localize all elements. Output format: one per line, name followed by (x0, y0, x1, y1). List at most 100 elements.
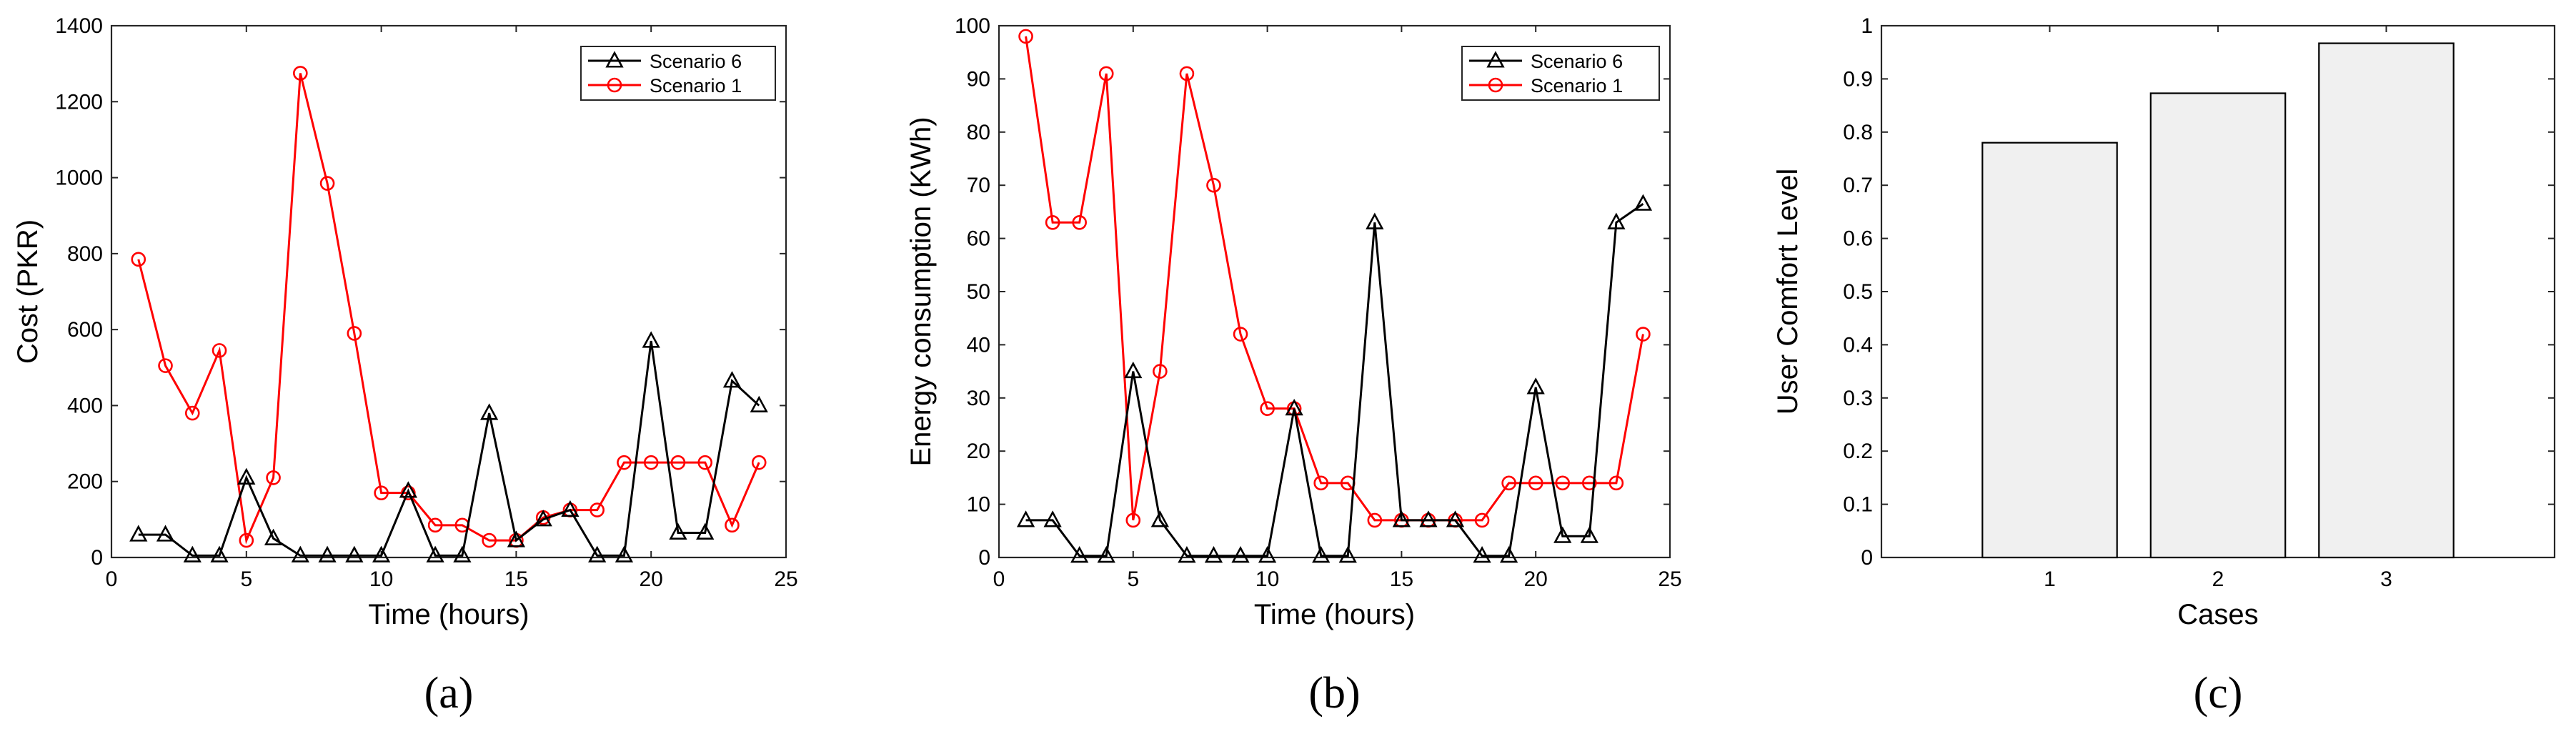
x-axis-label: Time (hours) (1254, 599, 1415, 630)
data-point (1553, 526, 1572, 543)
data-point (1260, 401, 1275, 416)
x-tick-label: 5 (1127, 567, 1139, 591)
y-tick-label: 0.1 (1843, 493, 1873, 517)
data-point (183, 545, 202, 562)
data-point (184, 405, 200, 421)
x-tick-label: 0 (993, 567, 1005, 591)
data-point (588, 545, 607, 562)
data-point (399, 481, 417, 498)
x-tick-label: 25 (1658, 567, 1681, 591)
y-tick-label: 0.6 (1843, 227, 1873, 251)
x-tick-label: 5 (240, 567, 252, 591)
data-point (1338, 546, 1357, 563)
legend-label: Scenario 1 (1531, 75, 1623, 96)
y-tick-label: 0 (978, 546, 990, 570)
data-point (1633, 194, 1653, 211)
y-tick-label: 1400 (55, 14, 103, 38)
panel-caption: (a) (424, 669, 474, 718)
y-tick-label: 100 (955, 14, 990, 38)
data-point (1045, 214, 1060, 230)
data-point (1178, 546, 1196, 563)
data-point (1153, 364, 1168, 379)
panel-caption: (c) (2194, 669, 2243, 718)
y-tick-label: 400 (67, 394, 103, 417)
data-point (1555, 475, 1571, 491)
data-point (1098, 66, 1114, 81)
y-tick-label: 600 (67, 318, 103, 342)
data-point (590, 502, 605, 517)
data-point (1150, 510, 1169, 527)
x-tick-label: 20 (640, 567, 663, 591)
data-point (1419, 510, 1438, 527)
data-point (1125, 512, 1141, 528)
data-point (507, 530, 526, 547)
y-tick-label: 0.9 (1843, 67, 1873, 91)
data-point (751, 455, 767, 470)
plot-area (110, 24, 787, 559)
data-point (319, 176, 335, 191)
data-point (237, 467, 256, 485)
data-point (1097, 546, 1115, 563)
data-point (1366, 212, 1384, 229)
data-point (158, 358, 173, 373)
data-point (1582, 475, 1597, 491)
data-point (480, 403, 499, 420)
y-tick-label: 0 (91, 546, 103, 570)
data-point (1204, 546, 1223, 563)
data-point (266, 470, 281, 485)
data-point (1043, 510, 1062, 527)
data-point (318, 545, 337, 562)
legend-marker (1486, 51, 1505, 68)
data-point (1072, 214, 1087, 230)
data-point (1285, 398, 1303, 416)
data-point (615, 545, 634, 562)
y-tick-label: 30 (967, 387, 990, 410)
data-point (1446, 510, 1465, 527)
y-tick-label: 50 (967, 280, 990, 304)
y-axis-label: User Comfort Level (1772, 169, 1804, 415)
data-point (1473, 546, 1491, 563)
data-point (1636, 327, 1651, 342)
data-point (534, 510, 552, 527)
data-point (210, 545, 229, 562)
y-tick-label: 0 (1861, 546, 1873, 570)
data-point (750, 395, 768, 412)
data-point (1231, 546, 1250, 563)
data-point (722, 371, 742, 388)
data-point (1070, 546, 1089, 563)
y-tick-label: 10 (967, 493, 990, 517)
x-tick-label: 10 (1255, 567, 1279, 591)
series-line-scenario-1 (1025, 36, 1644, 522)
y-tick-label: 40 (967, 333, 990, 357)
data-point (156, 525, 175, 542)
y-tick-label: 800 (67, 242, 103, 266)
data-point (293, 66, 308, 81)
data-point (1501, 475, 1516, 491)
legend-marker (605, 51, 624, 68)
data-point (617, 455, 632, 470)
x-tick-label: 20 (1524, 567, 1548, 591)
y-tick-label: 0.8 (1843, 121, 1873, 144)
data-point (453, 545, 472, 562)
y-tick-label: 0.4 (1843, 333, 1873, 357)
plot-area (998, 24, 1671, 559)
legend-label: Scenario 6 (1531, 51, 1623, 72)
data-point (372, 545, 391, 562)
y-tick-label: 60 (967, 227, 990, 251)
bar-case-1 (1981, 142, 2118, 559)
data-point (1580, 526, 1598, 543)
y-axis-label: Cost (PKR) (12, 219, 44, 364)
data-point (347, 326, 362, 341)
legend-marker (1488, 77, 1503, 93)
data-point (696, 522, 715, 540)
y-tick-label: 200 (67, 470, 103, 494)
x-tick-label: 15 (504, 567, 528, 591)
x-tick-label: 2 (2212, 567, 2224, 591)
data-point (345, 545, 364, 562)
data-point (1607, 212, 1626, 229)
data-point (374, 485, 389, 500)
data-point (212, 343, 227, 358)
data-point (264, 528, 283, 545)
legend-label: Scenario 1 (650, 75, 742, 96)
